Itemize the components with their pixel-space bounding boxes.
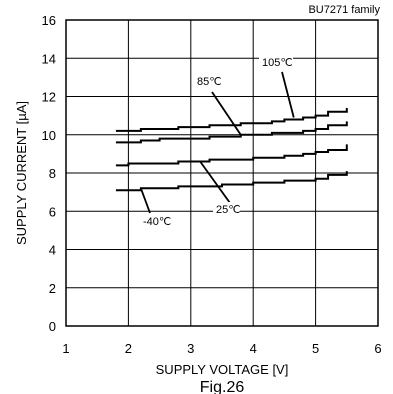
y-axis-label: SUPPLY CURRENT [µA] — [14, 101, 29, 245]
y-tick-label: 2 — [49, 281, 56, 296]
y-tick-label: 10 — [42, 128, 56, 143]
y-tick-label: 12 — [42, 90, 56, 105]
y-tick-label: 8 — [49, 166, 56, 181]
annotation-leader — [281, 71, 295, 118]
annotation-leader — [199, 160, 231, 204]
grid — [66, 20, 378, 326]
y-tick-label: 14 — [42, 51, 56, 66]
x-tick-label: 4 — [250, 341, 257, 356]
x-tick-label: 6 — [374, 341, 381, 356]
annotation-leader — [211, 91, 242, 136]
annotation-leaders — [140, 71, 295, 214]
x-tick-label: 3 — [187, 341, 194, 356]
x-tick-labels: 1 2 3 4 5 6 — [62, 341, 381, 356]
annotation-label: 85℃ — [197, 76, 222, 88]
figure-caption: Fig.26 — [200, 379, 245, 394]
series-line-2 — [115, 144, 348, 167]
annotation-label-bg — [259, 55, 293, 69]
x-axis-label: SUPPLY VOLTAGE [V] — [156, 362, 289, 377]
series-line-3 — [115, 171, 348, 192]
x-tick-label: 2 — [125, 341, 132, 356]
annotation-label: 105℃ — [262, 57, 293, 69]
annotation-label-bg — [194, 74, 221, 88]
series-line-0 — [115, 107, 348, 132]
annotation-leader — [140, 187, 151, 214]
y-tick-label: 6 — [49, 204, 56, 219]
y-tick-label: 16 — [42, 13, 56, 28]
y-tick-label: 0 — [49, 319, 56, 334]
x-tick-label: 1 — [62, 341, 69, 356]
family-label: BU7271 family — [308, 4, 380, 16]
annotation-label-bg — [140, 214, 174, 228]
plot-frame — [65, 19, 379, 327]
annotation-label-bg — [213, 202, 240, 216]
y-tick-labels: 0 2 4 6 8 10 12 14 16 — [42, 13, 56, 334]
annotation-label: 25℃ — [216, 204, 241, 216]
annotation-label: -40℃ — [143, 216, 171, 228]
annotation-labels: 105℃ 85℃ 25℃ -40℃ — [140, 55, 293, 228]
y-tick-label: 4 — [49, 243, 56, 258]
x-tick-label: 5 — [312, 341, 319, 356]
